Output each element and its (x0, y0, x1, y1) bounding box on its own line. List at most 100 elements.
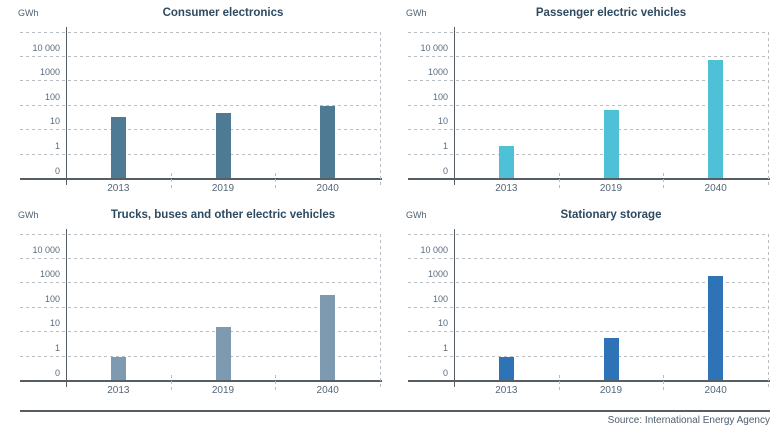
x-axis-line (408, 177, 770, 180)
chart-panel: GWh Trucks, buses and other electric vehi… (0, 208, 388, 410)
y-axis-line (454, 27, 455, 185)
gridline (20, 80, 380, 81)
y-axis-tick-label: 1 (54, 342, 60, 353)
x-axis-tick-label: 2040 (704, 183, 727, 194)
y-axis-tick-label: 10 (49, 116, 60, 126)
bar-2013 (498, 356, 514, 381)
bar-2040 (320, 294, 336, 381)
bar-2040 (708, 60, 724, 179)
gridline (20, 257, 380, 259)
gridline (408, 331, 768, 332)
y-axis-unit-label: GWh (18, 8, 39, 18)
y-axis-line (454, 229, 455, 387)
gridline (20, 355, 380, 357)
plot-top-border (408, 233, 768, 235)
x-axis-tick-label: 2019 (599, 385, 623, 396)
gridline (20, 306, 380, 308)
gridline (20, 153, 380, 155)
x-axis-tick-label: 2019 (599, 183, 623, 194)
y-axis-tick-label: 10 000 (420, 244, 448, 255)
chart-panel: GWh Consumer electronics 10 000 1000 100 10 1 0… (0, 6, 388, 208)
category-separator-tick (663, 375, 665, 390)
category-separator-tick (170, 375, 172, 390)
y-axis-tick-label: 10 000 (32, 42, 60, 53)
category-separator-tick (558, 375, 560, 390)
gridline (20, 331, 380, 332)
y-axis-tick-label: 10 (437, 318, 448, 328)
y-axis-tick-label: 1 (54, 140, 60, 151)
plot-top-border (408, 31, 768, 33)
gridline (408, 129, 768, 130)
x-axis-tick-label: 2019 (211, 385, 235, 396)
category-separator-tick (170, 173, 172, 188)
y-axis-tick-label: 1 (442, 342, 448, 353)
y-axis-tick-label: 1000 (427, 269, 448, 279)
bar-2013 (110, 117, 126, 179)
x-axis-tick-label: 2013 (107, 385, 130, 396)
x-axis-tick-label: 2040 (704, 385, 727, 396)
y-axis-tick-label: 100 (44, 293, 60, 304)
gridline (408, 153, 768, 155)
x-axis-tick-label: 2013 (495, 183, 518, 194)
bar-2019 (215, 326, 231, 381)
y-axis-unit-label: GWh (18, 210, 39, 220)
y-axis-unit-label: GWh (406, 210, 427, 220)
x-axis-tick-label: 2013 (495, 385, 518, 396)
x-axis-tick-label: 2040 (316, 385, 339, 396)
gridline (408, 282, 768, 283)
y-axis-tick-label: 100 (44, 91, 60, 102)
y-axis-tick-label: 100 (432, 293, 448, 304)
category-separator-tick (275, 375, 277, 390)
y-axis-tick-label: 1000 (39, 67, 60, 77)
plot-right-border (380, 233, 381, 390)
plot-right-border (768, 233, 769, 390)
y-axis-tick-label: 0 (442, 165, 448, 176)
y-axis-tick-label: 0 (442, 367, 448, 378)
chart-title: Trucks, buses and other electric vehicle… (110, 209, 336, 221)
bar-2019 (215, 112, 231, 179)
y-axis-tick-label: 10 000 (32, 244, 60, 255)
y-axis-line (66, 229, 67, 387)
gridline (20, 55, 380, 57)
chart-title: Stationary storage (560, 209, 662, 221)
category-separator-tick (275, 173, 277, 188)
x-axis-tick-label: 2040 (316, 183, 339, 194)
y-axis-tick-label: 10 (437, 116, 448, 126)
y-axis-line (66, 27, 67, 185)
y-axis-tick-label: 100 (432, 91, 448, 102)
y-axis-tick-label: 0 (54, 367, 60, 378)
x-axis-tick-label: 2013 (107, 183, 130, 194)
x-axis-line (408, 379, 770, 382)
category-separator-tick (663, 173, 665, 188)
gridline (408, 104, 768, 106)
gridline (20, 129, 380, 130)
x-axis-line (20, 379, 382, 382)
bar-2019 (603, 338, 619, 381)
category-separator-tick (558, 173, 560, 188)
y-axis-tick-label: 1 (442, 140, 448, 151)
y-axis-tick-label: 10 (49, 318, 60, 328)
y-axis-unit-label: GWh (406, 8, 427, 18)
bar-2013 (498, 146, 514, 179)
bar-2040 (708, 275, 724, 381)
gridline (408, 80, 768, 81)
y-axis-tick-label: 1000 (39, 269, 60, 279)
chart-title: Consumer electronics (162, 7, 284, 19)
bar-2040 (320, 105, 336, 179)
plot-top-border (20, 31, 380, 33)
gridline (20, 104, 380, 106)
footer-divider (20, 410, 770, 412)
y-axis-tick-label: 0 (54, 165, 60, 176)
chart-title: Passenger electric vehicles (535, 7, 687, 19)
bar-2013 (110, 356, 126, 381)
y-axis-tick-label: 10 000 (420, 42, 448, 53)
source-note: Source: International Energy Agency (607, 415, 770, 426)
x-axis-line (20, 177, 382, 180)
gridline (20, 282, 380, 283)
y-axis-tick-label: 1000 (427, 67, 448, 77)
bar-2019 (603, 109, 619, 179)
x-axis-tick-label: 2019 (211, 183, 235, 194)
gridline (408, 306, 768, 308)
plot-right-border (768, 31, 769, 188)
